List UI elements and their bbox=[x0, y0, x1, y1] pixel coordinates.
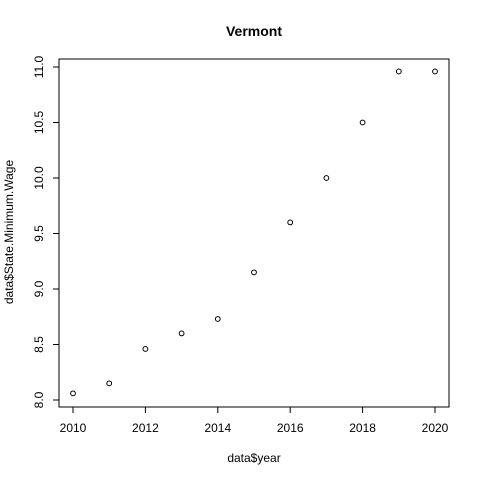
data-point bbox=[142, 346, 149, 352]
y-tick-label: 9.0 bbox=[32, 280, 46, 297]
y-tick-label: 10.0 bbox=[32, 166, 46, 190]
x-tick-label: 2012 bbox=[132, 421, 159, 435]
data-point bbox=[395, 68, 402, 75]
data-point bbox=[251, 269, 257, 276]
y-tick-label: 11.0 bbox=[32, 55, 46, 78]
chart-title: Vermont bbox=[226, 23, 282, 39]
x-tick-label: 2016 bbox=[277, 421, 304, 435]
x-tick-label: 2014 bbox=[204, 421, 231, 435]
data-point bbox=[106, 380, 113, 387]
data-points bbox=[70, 68, 438, 397]
data-point bbox=[287, 219, 294, 226]
y-axis: 8.0 8.5 9.0 9.5 10.0 10.5 11.0 bbox=[32, 55, 59, 408]
x-tick-label: 2010 bbox=[60, 421, 87, 435]
data-point bbox=[359, 119, 366, 126]
data-point bbox=[70, 390, 76, 397]
y-tick-label: 10.5 bbox=[32, 110, 46, 134]
x-axis: 2010 2012 2014 2016 2018 2020 bbox=[60, 407, 449, 435]
data-point bbox=[178, 330, 185, 337]
y-tick-label: 8.5 bbox=[32, 336, 46, 353]
y-tick-label: 9.5 bbox=[32, 225, 46, 242]
data-point bbox=[214, 316, 221, 322]
y-tick-label: 8.0 bbox=[32, 391, 46, 408]
data-point bbox=[323, 175, 330, 181]
plot-area-frame bbox=[58, 58, 450, 408]
x-axis-label: data$year bbox=[227, 451, 280, 465]
x-tick-label: 2018 bbox=[349, 421, 376, 435]
x-tick-label: 2020 bbox=[422, 421, 449, 435]
data-point bbox=[432, 68, 438, 75]
y-axis-label: data$State.Minimum.Wage bbox=[2, 160, 16, 305]
